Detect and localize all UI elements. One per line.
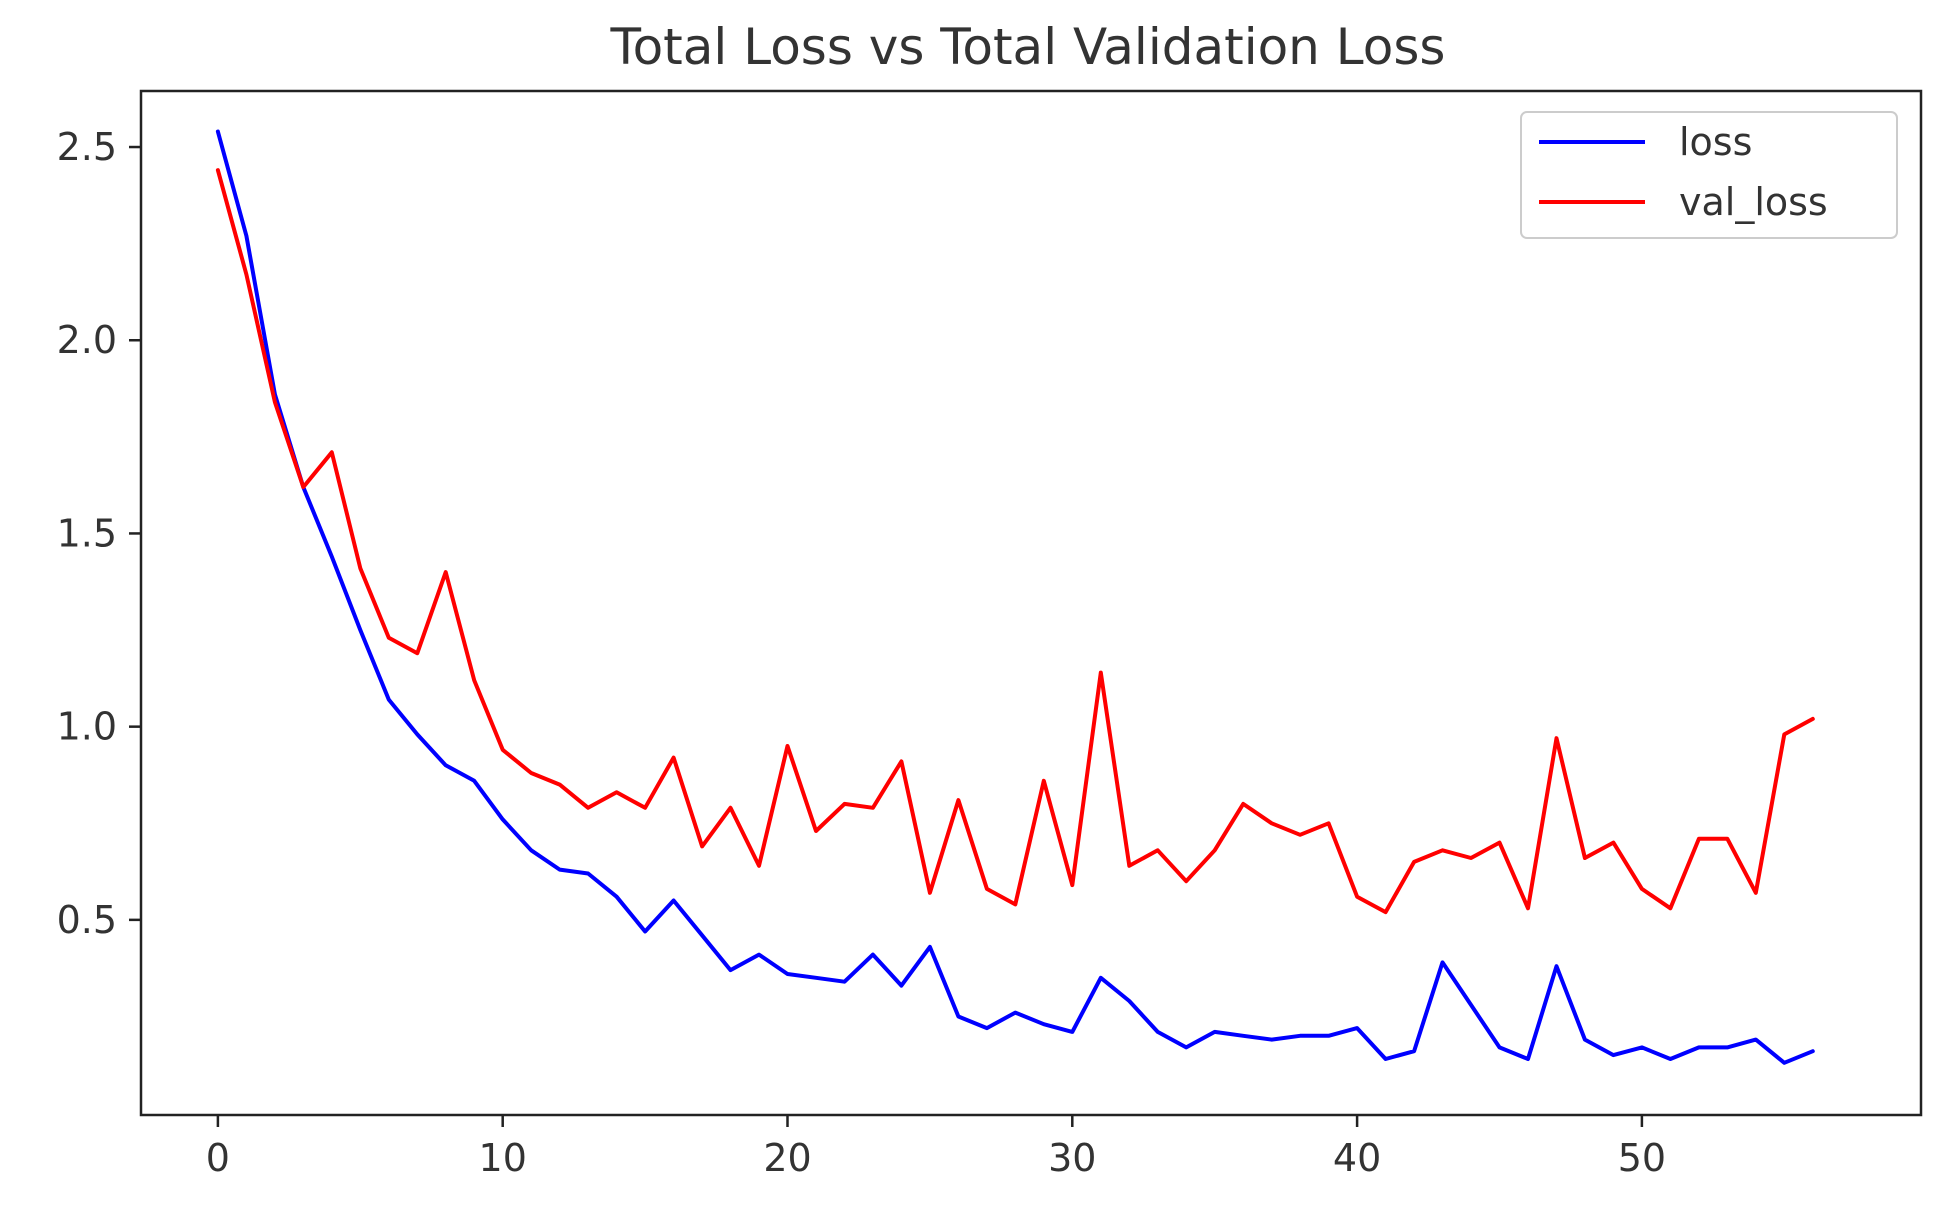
- x-tick-label: 20: [763, 1136, 811, 1180]
- plot-frame: [139, 89, 1923, 1117]
- plot-area: 0 10 20 30 40 50 0.5 1.0 1.5 2.0 2.5 loss val_loss: [57, 89, 1923, 1180]
- x-tick-label: 30: [1048, 1136, 1096, 1180]
- y-tick-label: 2.0: [57, 318, 117, 362]
- legend-label-loss: loss: [1679, 120, 1752, 164]
- series-line-loss: [215, 129, 1815, 1065]
- x-tick-label: 40: [1333, 1136, 1381, 1180]
- y-tick-label: 1.5: [57, 511, 117, 555]
- series-line-val_loss: [215, 168, 1815, 915]
- y-tick-label: 0.5: [57, 898, 117, 942]
- y-tick-label: 1.0: [57, 705, 117, 749]
- legend-label-val_loss: val_loss: [1679, 180, 1828, 224]
- x-tick-label: 10: [479, 1136, 527, 1180]
- x-tick-label: 50: [1618, 1136, 1666, 1180]
- x-tick-label: 0: [206, 1136, 230, 1180]
- chart-title: Total Loss vs Total Validation Loss: [610, 18, 1446, 76]
- y-tick-label: 2.5: [57, 125, 117, 169]
